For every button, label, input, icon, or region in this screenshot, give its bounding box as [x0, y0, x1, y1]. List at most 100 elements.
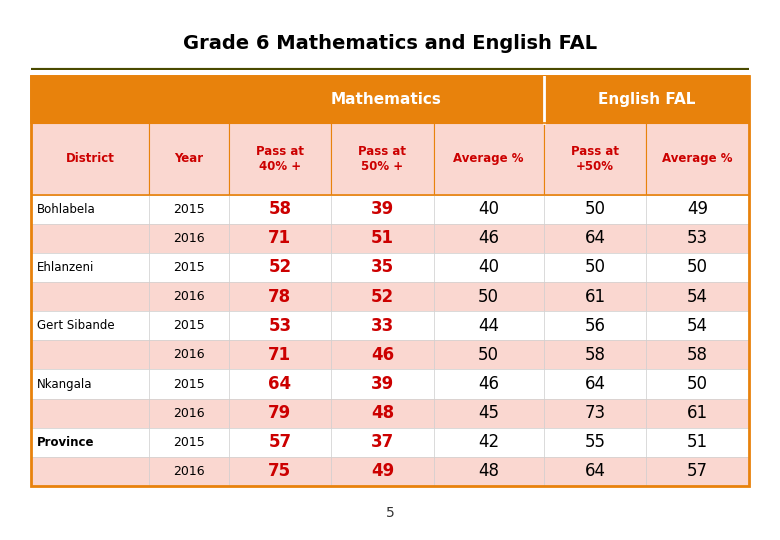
Bar	[544, 224, 647, 253]
Bar	[647, 311, 749, 340]
Text: 53: 53	[268, 317, 292, 335]
Bar	[434, 369, 544, 399]
Bar	[229, 399, 332, 428]
Text: 2015: 2015	[173, 377, 204, 390]
Bar	[31, 457, 149, 486]
Bar	[434, 428, 544, 457]
Text: 40: 40	[478, 259, 499, 276]
Text: Pass at
50% +: Pass at 50% +	[358, 145, 406, 173]
Text: 48: 48	[370, 404, 394, 422]
Bar	[229, 224, 332, 253]
Bar	[149, 253, 229, 282]
Text: Grade 6 Mathematics and English FAL: Grade 6 Mathematics and English FAL	[183, 33, 597, 53]
Text: 46: 46	[478, 230, 499, 247]
Text: 58: 58	[584, 346, 605, 364]
Bar	[332, 399, 434, 428]
Text: 78: 78	[268, 288, 292, 306]
Bar	[434, 340, 544, 369]
Text: 49: 49	[370, 462, 394, 481]
Bar	[544, 253, 647, 282]
Bar	[544, 194, 647, 224]
Text: 52: 52	[268, 259, 292, 276]
Bar	[647, 457, 749, 486]
Text: 2015: 2015	[173, 261, 204, 274]
Text: District: District	[66, 152, 115, 165]
Text: 58: 58	[687, 346, 708, 364]
Bar	[31, 194, 149, 224]
Bar	[332, 457, 434, 486]
Text: 2015: 2015	[173, 202, 204, 215]
Bar	[434, 457, 544, 486]
Bar	[647, 369, 749, 399]
Text: 64: 64	[584, 462, 605, 481]
Bar	[332, 253, 434, 282]
Text: 2016: 2016	[173, 290, 204, 303]
Bar	[229, 123, 332, 194]
Text: Bohlabela: Bohlabela	[37, 202, 96, 215]
Bar	[149, 311, 229, 340]
Text: 58: 58	[268, 200, 292, 218]
Text: 53: 53	[687, 230, 708, 247]
Text: 50: 50	[478, 346, 499, 364]
Text: 50: 50	[584, 259, 605, 276]
Bar	[434, 194, 544, 224]
Text: 61: 61	[687, 404, 708, 422]
Text: 45: 45	[478, 404, 499, 422]
Bar	[647, 123, 749, 194]
Text: 51: 51	[687, 433, 708, 451]
Bar	[332, 369, 434, 399]
Bar	[332, 311, 434, 340]
Bar	[434, 399, 544, 428]
Bar	[647, 194, 749, 224]
Bar	[544, 428, 647, 457]
Text: 52: 52	[370, 288, 394, 306]
Bar	[149, 369, 229, 399]
Bar	[229, 76, 544, 123]
Text: Year: Year	[174, 152, 204, 165]
Text: 54: 54	[687, 317, 708, 335]
Bar	[229, 194, 332, 224]
Text: 56: 56	[584, 317, 605, 335]
Bar	[544, 76, 749, 123]
Text: 2015: 2015	[173, 319, 204, 332]
Text: 64: 64	[268, 375, 292, 393]
Text: Nkangala: Nkangala	[37, 377, 93, 390]
Bar	[149, 399, 229, 428]
Bar	[31, 76, 229, 123]
Bar	[149, 123, 229, 194]
Bar	[332, 123, 434, 194]
Text: English FAL: English FAL	[597, 92, 695, 107]
Text: 37: 37	[370, 433, 394, 451]
Text: 42: 42	[478, 433, 499, 451]
Text: 2016: 2016	[173, 407, 204, 420]
Text: 39: 39	[370, 375, 394, 393]
Bar	[434, 224, 544, 253]
Bar	[544, 123, 647, 194]
Bar	[332, 340, 434, 369]
Text: 64: 64	[584, 375, 605, 393]
Text: 50: 50	[687, 375, 708, 393]
Text: 2016: 2016	[173, 465, 204, 478]
Text: 75: 75	[268, 462, 292, 481]
Bar	[544, 282, 647, 311]
Text: Pass at
+50%: Pass at +50%	[571, 145, 619, 173]
Text: 55: 55	[584, 433, 605, 451]
Bar	[149, 457, 229, 486]
Bar	[229, 340, 332, 369]
Bar	[544, 399, 647, 428]
Text: Average %: Average %	[662, 152, 732, 165]
Bar	[31, 123, 149, 194]
Text: 51: 51	[371, 230, 394, 247]
Text: 46: 46	[370, 346, 394, 364]
Bar	[229, 428, 332, 457]
Bar	[31, 253, 149, 282]
Bar	[332, 428, 434, 457]
Bar	[31, 224, 149, 253]
Bar	[647, 428, 749, 457]
Bar	[149, 282, 229, 311]
Text: 46: 46	[478, 375, 499, 393]
Text: 2015: 2015	[173, 436, 204, 449]
Bar	[31, 311, 149, 340]
Bar	[434, 253, 544, 282]
Text: 50: 50	[687, 259, 708, 276]
